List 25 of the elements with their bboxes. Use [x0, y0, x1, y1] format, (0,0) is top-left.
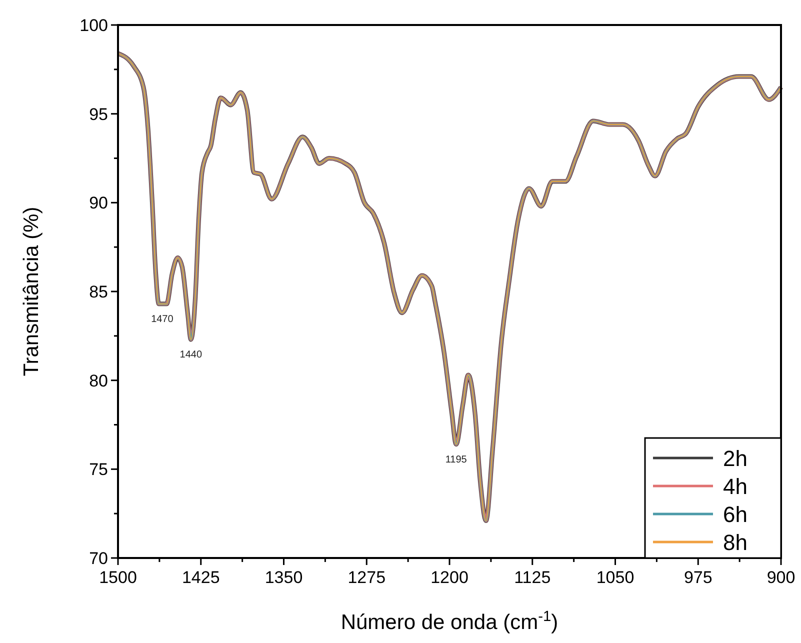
legend-label: 4h [723, 474, 748, 499]
x-tick-label: 1050 [596, 568, 634, 587]
legend-label: 8h [723, 530, 748, 555]
x-tick-label: 1200 [430, 568, 468, 587]
x-tick-label: 975 [684, 568, 712, 587]
y-tick-label: 95 [89, 104, 108, 124]
legend-label: 2h [723, 446, 748, 471]
y-axis-title: Transmitância (%) [20, 206, 43, 376]
x-tick-label: 900 [766, 568, 796, 587]
x-tick-label: 1125 [514, 568, 551, 587]
y-tick-label: 80 [89, 371, 108, 390]
legend-label: 6h [723, 502, 748, 527]
annotation: 1195 [445, 454, 468, 466]
y-tick-label: 90 [89, 194, 108, 213]
x-tick-label: 1275 [348, 568, 386, 587]
y-tick-label: 70 [89, 549, 108, 568]
x-tick-label: 1500 [99, 568, 137, 587]
annotation: 1440 [180, 349, 202, 360]
annotation: 1470 [151, 314, 174, 325]
y-tick-label: 100 [80, 16, 108, 35]
x-tick-label: 1425 [182, 568, 220, 587]
x-tick-label: 1350 [264, 568, 303, 587]
x-axis-title: Número de onda (cm$^{-1}$) [340, 609, 558, 634]
y-tick-label: 75 [89, 460, 108, 480]
y-tick-label: 85 [89, 282, 108, 302]
